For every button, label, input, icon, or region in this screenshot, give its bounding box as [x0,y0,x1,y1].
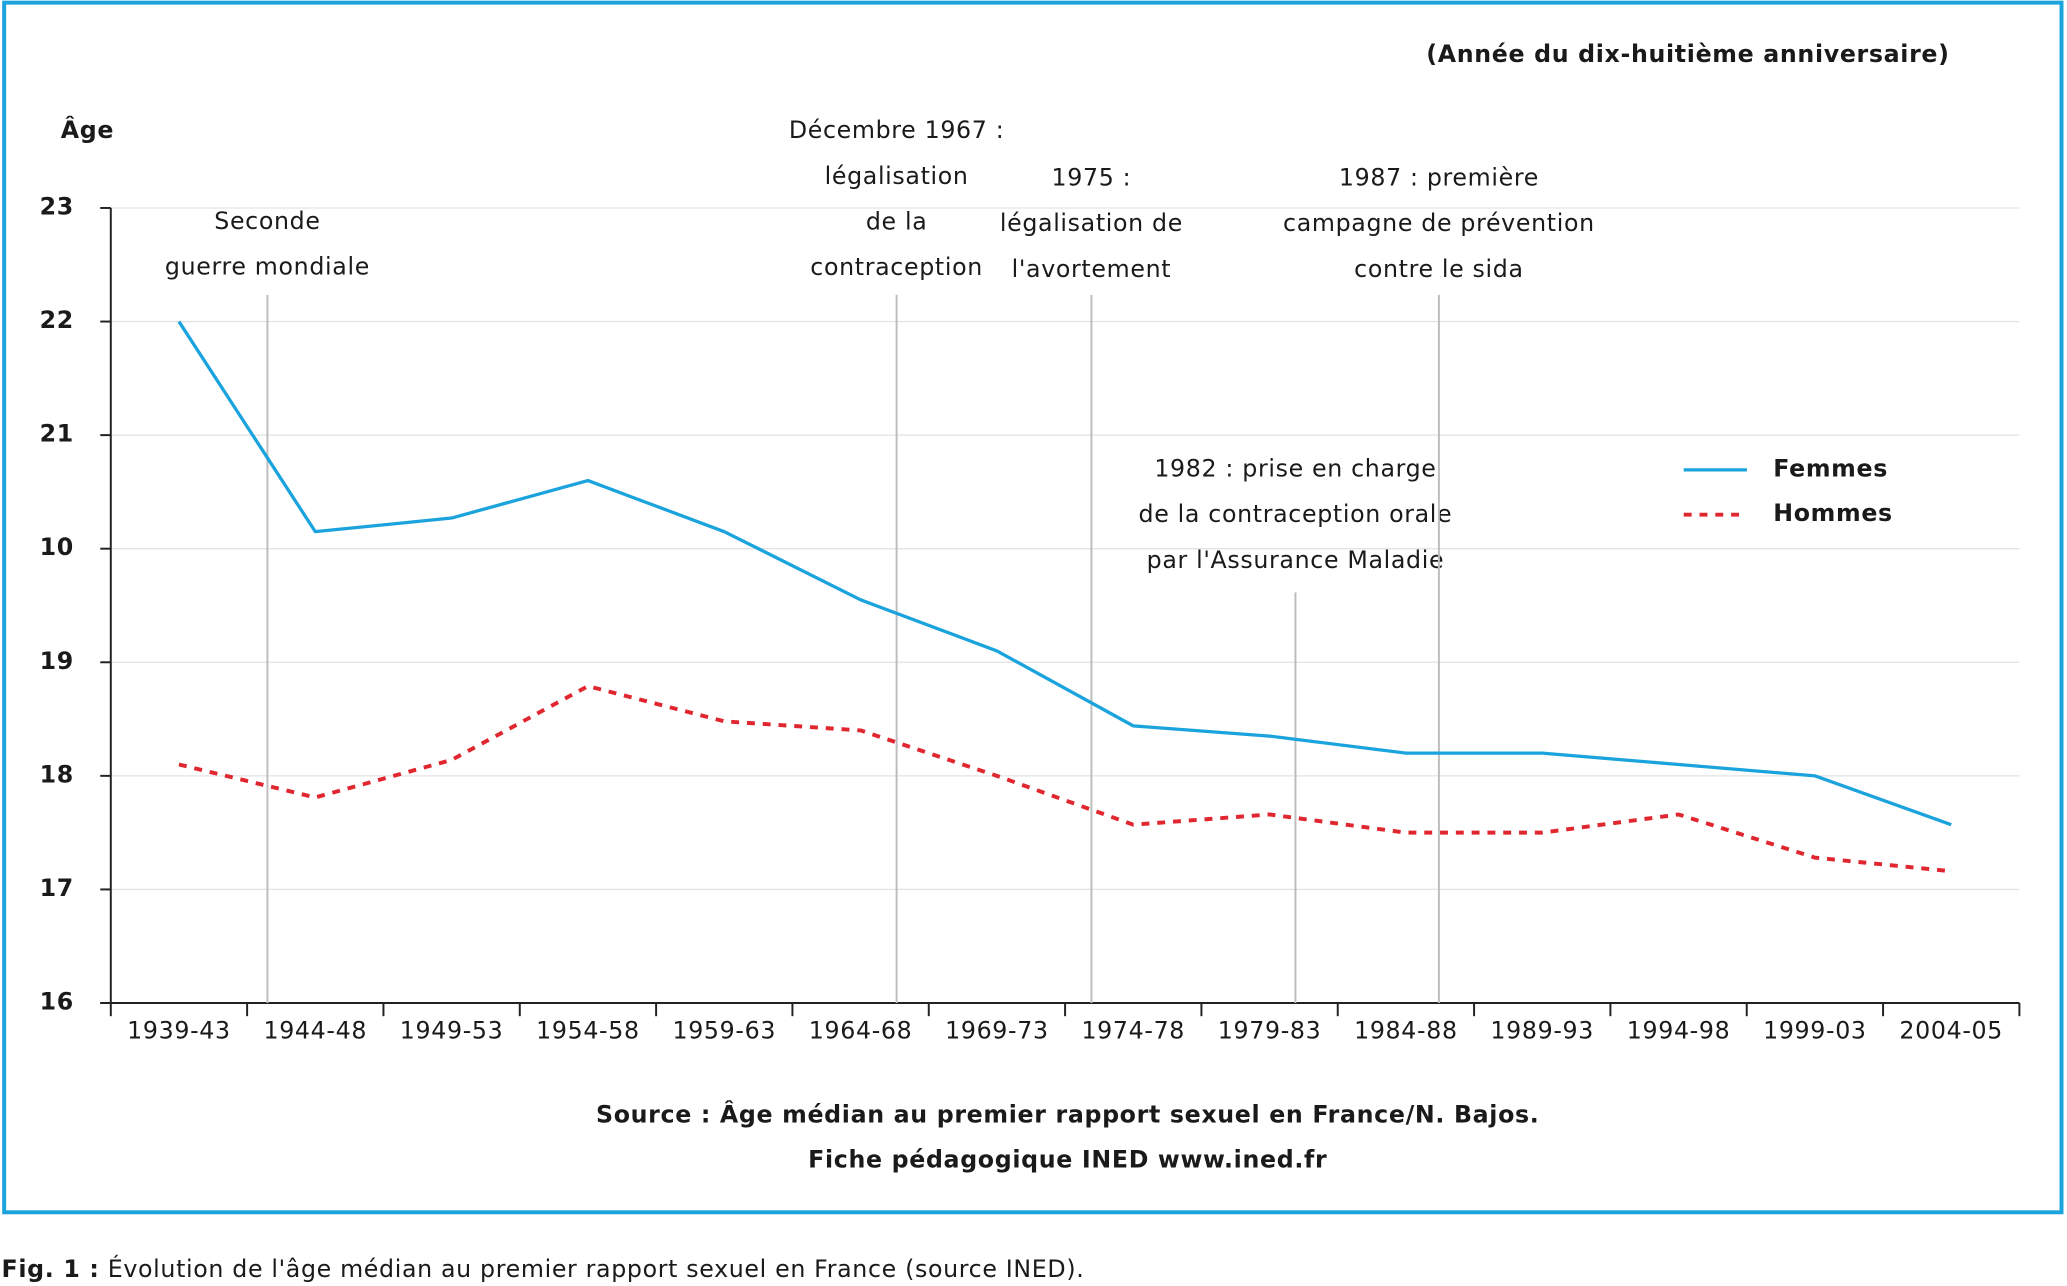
annotation-text: légalisation [825,162,969,190]
annotation-text: 1975 : [1052,164,1132,192]
x-tick-label: 1969-73 [945,1016,1049,1044]
x-tick-label: 1999-03 [1763,1016,1867,1044]
series-line [177,320,1952,827]
x-tick-label: 1964-68 [809,1016,913,1044]
source: Fiche pédagogique INED www.ined.fr [808,1145,1327,1173]
y-tick-label: 17 [40,874,74,902]
x-tick-label: 1979-83 [1218,1016,1322,1044]
annotation-text: campagne de prévention [1283,209,1595,237]
y-tick-label: 16 [40,988,74,1016]
x-tick-label: 1994-98 [1627,1016,1731,1044]
y-tick-label: 18 [40,760,74,788]
x-tick-label: 1974-78 [1081,1016,1185,1044]
legend-label: Femmes [1773,454,1888,482]
y-axis-label: Âge [61,116,114,144]
frame [2,0,2064,1215]
annotation-text: de la contraception orale [1139,500,1453,528]
y-tick-label: 19 [40,647,74,675]
annotation-text: l'avortement [1012,255,1172,283]
y-tick-label: 22 [40,306,74,334]
annotation-text: Seconde [214,207,320,235]
y-tick-label: 10 [40,533,74,561]
caption-label: Fig. 1 : [2,1255,100,1283]
subtitle: (Année du dix-huitième anniversaire) [1426,40,1949,68]
y-tick-label: 21 [40,420,74,448]
legend-label: Hommes [1773,499,1893,527]
annotation-text: contre le sida [1354,255,1524,283]
annotation-text: guerre mondiale [165,253,370,281]
x-tick-label: 2004-05 [1899,1016,2003,1044]
annotation-text: contraception [810,253,983,281]
source: Source : Âge médian au premier rapport s… [596,1101,1539,1129]
x-tick-label: 1959-63 [672,1016,776,1044]
caption-text: Évolution de l'âge médian au premier rap… [108,1255,1085,1283]
annotation-text: de la [866,207,928,235]
y-tick-label: 23 [40,192,74,220]
x-tick-label: 1949-53 [400,1016,504,1044]
annotation-text: 1987 : première [1339,164,1539,192]
x-tick-label: 1944-48 [263,1016,367,1044]
annotation-text: légalisation de [1000,209,1183,237]
x-tick-label: 1954-58 [536,1016,640,1044]
annotation-text: 1982 : prise en charge [1154,454,1436,482]
x-tick-label: 1989-93 [1490,1016,1594,1044]
x-tick-label: 1984-88 [1354,1016,1458,1044]
series-line [178,684,1952,874]
x-tick-label: 1939-43 [127,1016,231,1044]
caption: Fig. 1 : Évolution de l'âge médian au pr… [2,1255,1085,1283]
annotation-text: par l'Assurance Maladie [1147,546,1445,574]
annotation-text: Décembre 1967 : [789,116,1005,144]
